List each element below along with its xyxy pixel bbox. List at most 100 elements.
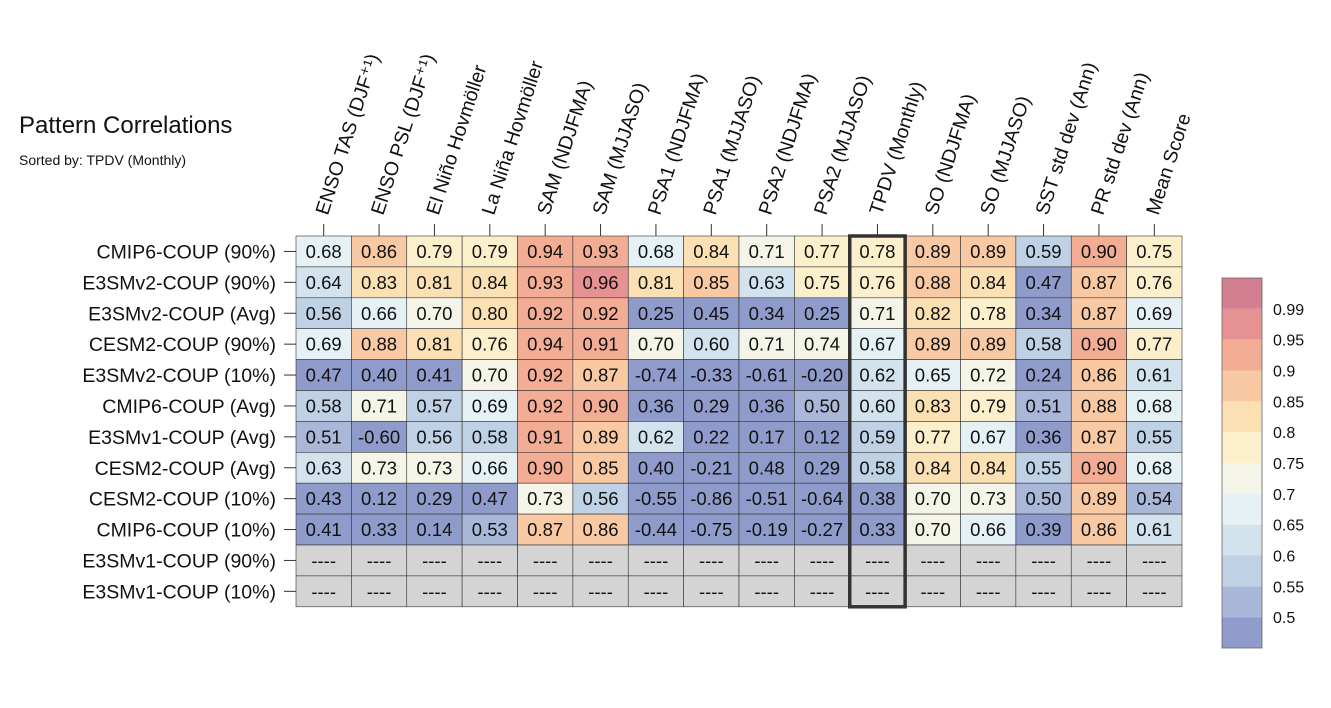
cell-value-label: 0.71 bbox=[749, 241, 785, 262]
heatmap-cell bbox=[1070, 328, 1127, 360]
heatmap-cell bbox=[738, 513, 795, 546]
cell-value-label: ---- bbox=[1087, 550, 1112, 571]
colorbar-segment bbox=[1222, 463, 1262, 494]
cell-value-label: 0.86 bbox=[361, 241, 397, 262]
heatmap-cell bbox=[517, 390, 574, 422]
cell-value-label: ---- bbox=[754, 581, 779, 602]
heatmap-cell bbox=[406, 451, 463, 484]
cell-value-label: 0.29 bbox=[804, 457, 840, 478]
heatmap-cell bbox=[406, 513, 463, 546]
heatmap-cell bbox=[904, 513, 961, 546]
cell-value-label: 0.41 bbox=[306, 519, 342, 540]
heatmap-cell bbox=[406, 482, 463, 515]
cell-value-label: 0.92 bbox=[583, 303, 619, 324]
heatmap-cell bbox=[627, 451, 684, 484]
heatmap-cell bbox=[960, 390, 1017, 422]
heatmap-cell bbox=[904, 482, 961, 515]
colorbar-segment bbox=[1222, 586, 1262, 618]
cell-value-label: 0.47 bbox=[1026, 272, 1062, 293]
colorbar-tick-label: 0.65 bbox=[1273, 518, 1304, 535]
row-label: CESM2-COUP (90%) bbox=[89, 334, 276, 356]
cell-value-label: 0.76 bbox=[1136, 272, 1172, 293]
cell-value-label: 0.77 bbox=[915, 426, 951, 447]
heatmap-cell bbox=[1126, 421, 1183, 453]
cell-value-label: 0.83 bbox=[915, 395, 951, 416]
heatmap-cell bbox=[1015, 297, 1072, 329]
row-label: E3SMv1-COUP (Avg) bbox=[88, 427, 276, 449]
cell-value-label: ---- bbox=[1031, 581, 1056, 602]
heatmap-cell bbox=[517, 421, 574, 453]
heatmap-cell bbox=[904, 359, 961, 391]
heatmap-cell bbox=[1126, 359, 1183, 391]
heatmap-cell bbox=[572, 390, 629, 422]
cell-value-label: 0.47 bbox=[472, 488, 508, 509]
cell-value-label: 0.29 bbox=[416, 488, 452, 509]
row-label: E3SMv2-COUP (Avg) bbox=[88, 303, 276, 325]
heatmap-cell bbox=[406, 390, 463, 422]
cell-value-label: 0.89 bbox=[970, 241, 1006, 262]
chart-subtitle: Sorted by: TPDV (Monthly) bbox=[19, 152, 187, 168]
cell-value-label: ---- bbox=[644, 581, 669, 602]
cell-value-label: 0.47 bbox=[306, 365, 342, 386]
row-label: E3SMv2-COUP (10%) bbox=[82, 365, 276, 387]
cell-value-label: 0.89 bbox=[915, 241, 951, 262]
cell-value-label: 0.73 bbox=[970, 488, 1006, 509]
cell-value-label: -0.64 bbox=[801, 488, 843, 509]
cell-value-label: 0.84 bbox=[915, 457, 951, 478]
cell-value-label: 0.79 bbox=[472, 241, 508, 262]
cell-value-label: 0.55 bbox=[1026, 457, 1062, 478]
cell-value-label: ---- bbox=[976, 581, 1001, 602]
cell-value-label: 0.58 bbox=[306, 395, 342, 416]
heatmap-cell bbox=[960, 482, 1017, 515]
cell-value-label: 0.34 bbox=[1026, 303, 1062, 324]
cell-value-label: ---- bbox=[422, 550, 447, 571]
heatmap-cell bbox=[627, 297, 684, 329]
cell-value-label: 0.87 bbox=[1081, 303, 1117, 324]
cell-value-label: 0.56 bbox=[306, 303, 342, 324]
heatmap-cell bbox=[849, 359, 906, 391]
cell-value-label: 0.92 bbox=[527, 303, 563, 324]
colorbar-segment bbox=[1222, 308, 1262, 340]
cell-value-label: 0.62 bbox=[859, 365, 895, 386]
column-label: SO (NDJFMA) bbox=[921, 91, 981, 217]
cell-value-label: 0.56 bbox=[583, 488, 619, 509]
heatmap-cell bbox=[406, 235, 463, 268]
heatmap-cell bbox=[904, 544, 961, 577]
cell-value-label: 0.88 bbox=[915, 272, 951, 293]
cell-value-label: ---- bbox=[1142, 581, 1167, 602]
cell-value-label: ---- bbox=[644, 550, 669, 571]
heatmap-cell bbox=[1015, 575, 1072, 608]
row-label: CESM2-COUP (Avg) bbox=[95, 458, 276, 480]
heatmap-cell bbox=[1070, 451, 1127, 484]
cell-value-label: 0.84 bbox=[970, 272, 1006, 293]
heatmap-cell bbox=[351, 235, 408, 268]
heatmap-cell bbox=[794, 297, 851, 329]
heatmap-cell bbox=[1126, 544, 1183, 577]
cell-value-label: 0.85 bbox=[693, 272, 729, 293]
colorbar-segment bbox=[1222, 370, 1262, 402]
heatmap-cell bbox=[904, 235, 961, 268]
heatmap-cell bbox=[960, 575, 1017, 608]
heatmap-cell bbox=[1126, 235, 1183, 268]
heatmap-cell bbox=[849, 482, 906, 515]
cell-value-label: 0.86 bbox=[583, 519, 619, 540]
heatmap-cell bbox=[351, 328, 408, 360]
cell-value-label: ---- bbox=[367, 581, 392, 602]
cell-value-label: 0.33 bbox=[361, 519, 397, 540]
cell-value-label: 0.59 bbox=[859, 426, 895, 447]
cell-value-label: ---- bbox=[754, 550, 779, 571]
heatmap-cell bbox=[627, 482, 684, 515]
colorbar-tick-label: 0.6 bbox=[1273, 549, 1295, 566]
heatmap-cell bbox=[351, 421, 408, 453]
heatmap-cell bbox=[1070, 513, 1127, 546]
heatmap-cell bbox=[351, 297, 408, 329]
heatmap-cell bbox=[738, 451, 795, 484]
cell-value-label: 0.96 bbox=[583, 272, 619, 293]
heatmap-cell bbox=[572, 266, 629, 299]
cell-value-label: 0.66 bbox=[970, 519, 1006, 540]
heatmap-cell bbox=[683, 451, 740, 484]
cell-value-label: 0.93 bbox=[527, 272, 563, 293]
cell-value-label: -0.74 bbox=[635, 365, 677, 386]
colorbar-tick-label: 0.8 bbox=[1273, 425, 1295, 442]
